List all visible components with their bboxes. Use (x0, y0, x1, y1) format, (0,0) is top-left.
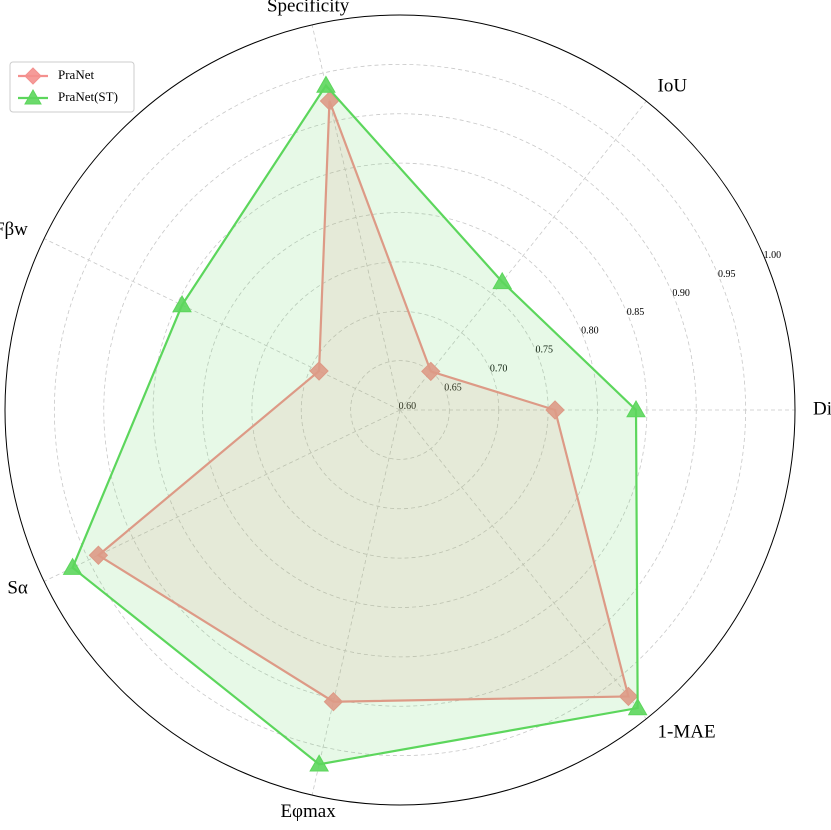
axis-label: 1-MAE (658, 721, 716, 742)
spoke (311, 409, 401, 796)
data-marker (172, 295, 192, 313)
data-marker (319, 91, 340, 111)
r-tick-label: 0.80 (581, 326, 599, 337)
data-marker (626, 399, 646, 418)
axis-label: Specificity (267, 0, 350, 17)
outer-frame (4, 14, 796, 806)
axis-label: Eφmax (280, 801, 336, 822)
spoke (399, 100, 647, 411)
legend-label: PraNet (58, 67, 94, 82)
r-tick-label: 0.70 (490, 363, 508, 374)
legend-marker (24, 88, 42, 105)
r-tick-label: 0.75 (535, 345, 553, 356)
axis-label: Dice (813, 398, 831, 419)
r-tick-label: 0.65 (444, 382, 462, 393)
data-marker (421, 361, 441, 382)
spoke (399, 409, 647, 720)
data-marker (545, 400, 565, 420)
series-area (96, 100, 630, 703)
r-tick-label: 1.00 (764, 250, 782, 261)
legend-label: PraNet(ST) (58, 89, 118, 104)
data-marker (492, 271, 513, 290)
spoke (43, 238, 401, 411)
r-tick-label: 0.85 (627, 307, 645, 318)
axis-label: Fβw (0, 219, 28, 240)
data-marker (88, 545, 109, 565)
legend-box (9, 61, 135, 113)
data-marker (618, 686, 639, 707)
legend-marker (24, 67, 42, 85)
r-tick-label: 0.60 (399, 401, 417, 412)
axis-label: IoU (658, 75, 688, 96)
data-marker (62, 557, 83, 575)
data-marker (323, 692, 344, 712)
data-marker (309, 361, 329, 381)
series-area (71, 83, 639, 766)
r-tick-label: 0.95 (718, 269, 736, 280)
r-tick-label: 0.90 (672, 288, 690, 299)
data-marker (627, 698, 648, 716)
data-marker (316, 75, 336, 93)
axis-label: Sα (7, 578, 28, 599)
data-marker (309, 754, 329, 772)
